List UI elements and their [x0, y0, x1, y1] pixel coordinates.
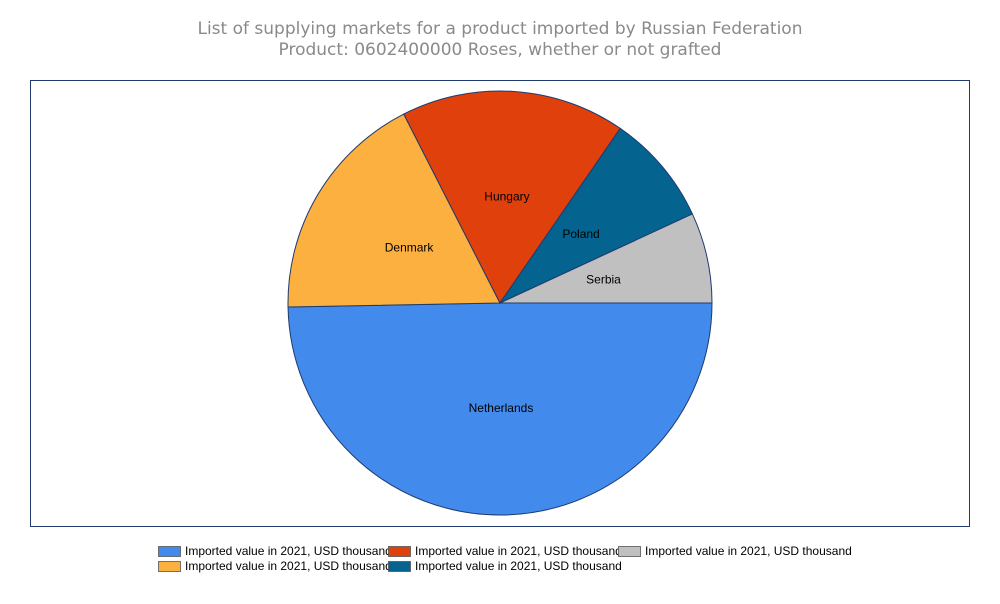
- slice-label: Denmark: [385, 241, 435, 255]
- pie-slice: [403, 90, 621, 304]
- pie-slice: [287, 302, 713, 516]
- slice-label: Netherlands: [469, 401, 534, 415]
- slice-label: Poland: [562, 227, 599, 241]
- slice-label: Serbia: [586, 272, 621, 286]
- legend-swatch: [158, 546, 181, 557]
- pie-slice: [498, 127, 694, 305]
- legend-label: Imported value in 2021, USD thousand: [415, 559, 622, 573]
- legend-swatch: [158, 561, 181, 572]
- chart-subtitle: Product: 0602400000 Roses, whether or no…: [279, 40, 722, 60]
- legend-label: Imported value in 2021, USD thousand: [185, 559, 392, 573]
- pie-slice: [287, 113, 501, 308]
- legend-swatch: [388, 546, 411, 557]
- legend-swatch: [388, 561, 411, 572]
- legend-label: Imported value in 2021, USD thousand: [645, 544, 852, 558]
- chart-title: List of supplying markets for a product …: [197, 19, 802, 39]
- legend-swatch: [618, 546, 641, 557]
- legend-label: Imported value in 2021, USD thousand: [185, 544, 392, 558]
- pie-slice: [499, 213, 713, 304]
- legend-label: Imported value in 2021, USD thousand: [415, 544, 622, 558]
- slice-label: Hungary: [484, 189, 529, 203]
